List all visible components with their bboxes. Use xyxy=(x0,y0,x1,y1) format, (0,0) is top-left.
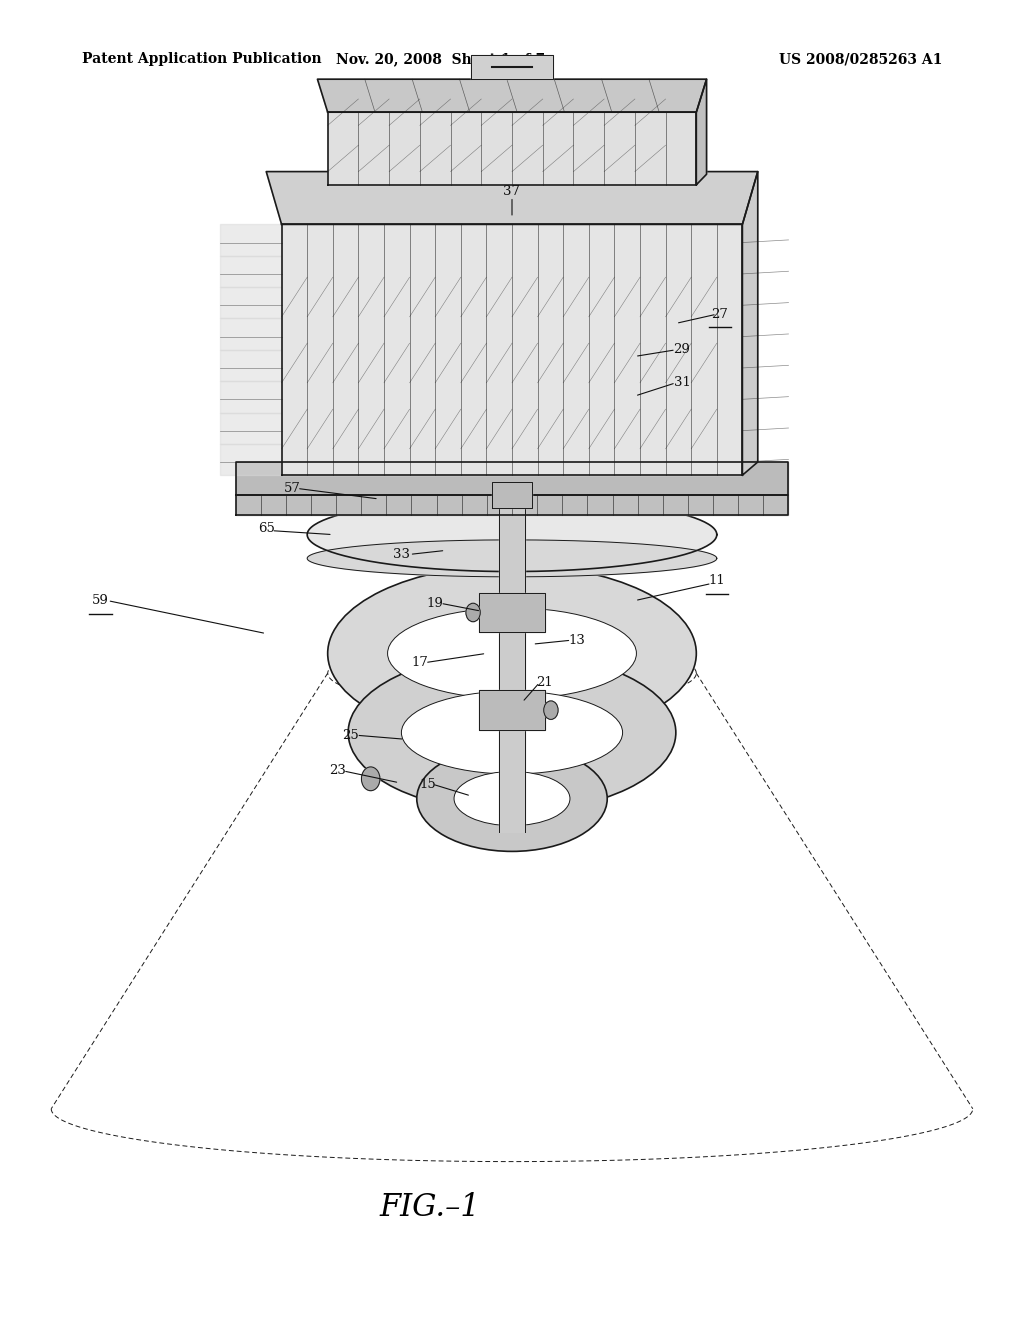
Polygon shape xyxy=(220,288,282,318)
Polygon shape xyxy=(479,690,545,730)
Text: 15: 15 xyxy=(420,777,436,791)
Polygon shape xyxy=(696,79,707,185)
Text: Nov. 20, 2008  Sheet 1 of 7: Nov. 20, 2008 Sheet 1 of 7 xyxy=(336,53,545,66)
Polygon shape xyxy=(328,112,696,185)
Polygon shape xyxy=(220,381,282,412)
Polygon shape xyxy=(492,482,532,508)
Polygon shape xyxy=(307,540,717,577)
Ellipse shape xyxy=(387,607,637,700)
Polygon shape xyxy=(266,172,758,224)
Ellipse shape xyxy=(454,771,570,826)
Text: 29: 29 xyxy=(674,343,690,356)
Circle shape xyxy=(361,767,380,791)
Polygon shape xyxy=(282,224,742,475)
Text: 21: 21 xyxy=(537,676,553,689)
Ellipse shape xyxy=(417,746,607,851)
Text: 13: 13 xyxy=(568,634,585,647)
Polygon shape xyxy=(307,498,717,572)
Polygon shape xyxy=(317,79,707,112)
Text: 33: 33 xyxy=(393,548,410,561)
Polygon shape xyxy=(220,318,282,350)
Text: 25: 25 xyxy=(342,729,358,742)
Circle shape xyxy=(466,603,480,622)
Polygon shape xyxy=(471,55,553,79)
Ellipse shape xyxy=(401,692,623,774)
Polygon shape xyxy=(220,256,282,288)
Text: FIG.–1: FIG.–1 xyxy=(380,1192,480,1224)
Text: 59: 59 xyxy=(92,594,109,607)
Polygon shape xyxy=(220,224,282,256)
Polygon shape xyxy=(479,593,545,632)
Polygon shape xyxy=(220,350,282,381)
Text: 65: 65 xyxy=(258,521,274,535)
Ellipse shape xyxy=(328,565,696,742)
Text: 37: 37 xyxy=(504,185,520,198)
Text: Patent Application Publication: Patent Application Publication xyxy=(82,53,322,66)
Polygon shape xyxy=(220,444,282,475)
Polygon shape xyxy=(499,508,525,832)
Circle shape xyxy=(544,701,558,719)
Polygon shape xyxy=(220,412,282,444)
Ellipse shape xyxy=(348,653,676,812)
Text: 17: 17 xyxy=(412,656,428,669)
Text: 11: 11 xyxy=(709,574,725,587)
Text: 31: 31 xyxy=(674,376,690,389)
Polygon shape xyxy=(742,172,758,475)
Text: 19: 19 xyxy=(427,597,443,610)
Text: 27: 27 xyxy=(712,308,728,321)
Text: US 2008/0285263 A1: US 2008/0285263 A1 xyxy=(778,53,942,66)
Text: 23: 23 xyxy=(330,764,346,777)
Text: 57: 57 xyxy=(284,482,300,495)
Polygon shape xyxy=(236,495,788,515)
Polygon shape xyxy=(236,462,788,495)
